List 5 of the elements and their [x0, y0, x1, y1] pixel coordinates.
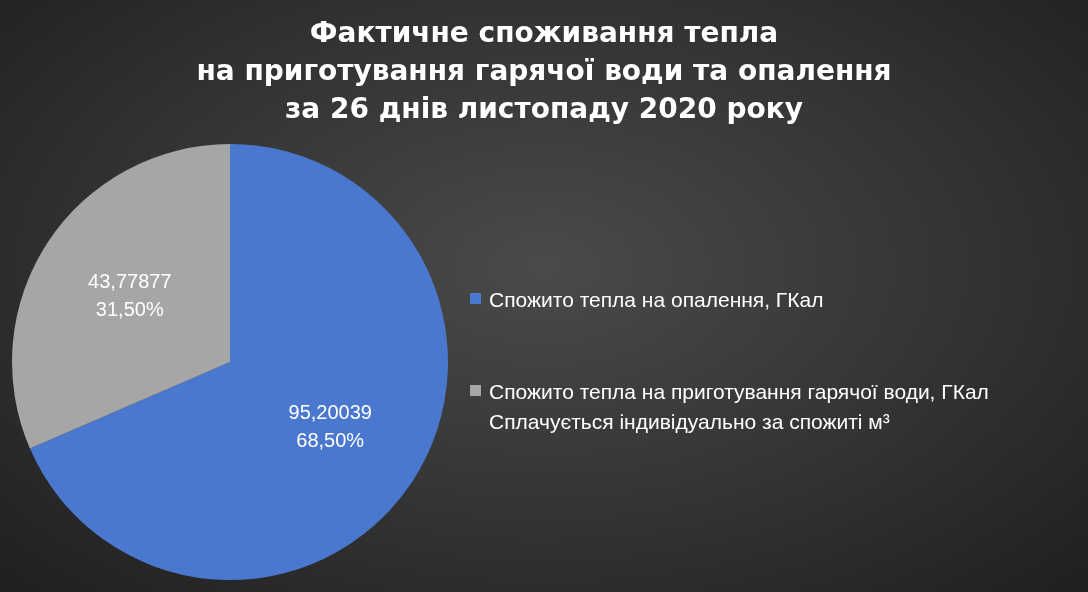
data-label: 95,20039 68,50% [288, 401, 372, 452]
data-label: 43,77877 31,50% [88, 269, 172, 320]
legend-label: Спожито тепла на приготування гарячої води, ГКал Сплачується індивідуально за спожиті м³ [489, 379, 989, 435]
chart-title: Фактичне споживання тепла на приготування гарячої води та опалення за 26 днів листопаду 2020 року [195, 15, 893, 127]
legend-label: Спожито тепла на опалення, ГКал [489, 287, 824, 313]
